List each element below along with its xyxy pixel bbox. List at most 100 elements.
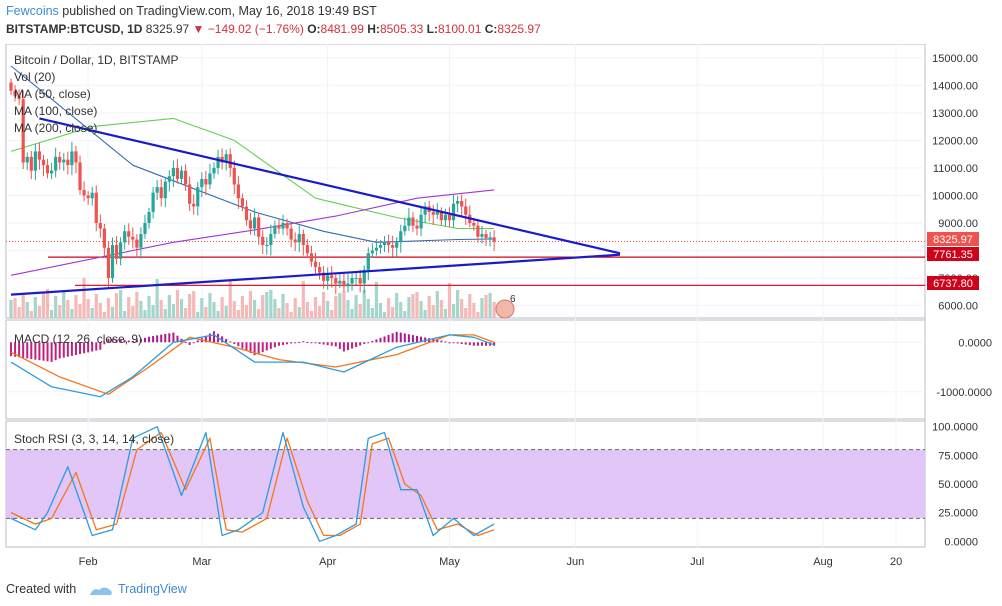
candle[interactable]: [13, 90, 17, 97]
candle[interactable]: [330, 275, 334, 279]
time-tick-label[interactable]: 20: [890, 556, 902, 568]
candle[interactable]: [216, 156, 220, 168]
macd-pane[interactable]: [10, 331, 496, 398]
candle[interactable]: [204, 178, 208, 185]
time-tick-label[interactable]: Apr: [319, 556, 336, 568]
time-tick-label[interactable]: Feb: [79, 556, 98, 568]
candle[interactable]: [74, 151, 78, 163]
candle[interactable]: [293, 239, 297, 243]
ma50-line[interactable]: [10, 65, 495, 243]
candle[interactable]: [78, 162, 82, 190]
candle[interactable]: [326, 275, 330, 281]
trendline-upper[interactable]: [39, 117, 621, 255]
candle[interactable]: [281, 222, 285, 229]
flag-icon[interactable]: [495, 299, 515, 319]
candle[interactable]: [399, 231, 403, 243]
candle[interactable]: [248, 220, 253, 229]
candle[interactable]: [342, 280, 346, 287]
candle[interactable]: [62, 159, 66, 163]
candle[interactable]: [447, 214, 452, 221]
time-tick-label[interactable]: May: [439, 556, 460, 568]
candle[interactable]: [297, 234, 301, 243]
candle[interactable]: [419, 214, 423, 229]
candle[interactable]: [362, 269, 366, 284]
candle[interactable]: [127, 231, 131, 237]
candle[interactable]: [155, 187, 159, 193]
candle[interactable]: [208, 173, 212, 185]
candle[interactable]: [98, 222, 102, 229]
candle[interactable]: [443, 214, 448, 221]
candle[interactable]: [232, 167, 236, 185]
author-link[interactable]: Fewcoins: [6, 4, 59, 18]
trendline-lower[interactable]: [10, 253, 621, 296]
time-tick-label[interactable]: Jun: [566, 556, 584, 568]
candle[interactable]: [29, 156, 33, 171]
candle[interactable]: [257, 217, 261, 237]
candle[interactable]: [106, 247, 111, 279]
stoch-pane[interactable]: [6, 426, 925, 542]
candle[interactable]: [17, 96, 21, 100]
time-tick-label[interactable]: Jul: [690, 556, 704, 568]
candle[interactable]: [358, 278, 362, 284]
candle[interactable]: [273, 225, 277, 235]
candle[interactable]: [451, 203, 456, 221]
candle[interactable]: [171, 167, 175, 177]
candle[interactable]: [261, 236, 265, 246]
candle[interactable]: [33, 151, 37, 171]
candle[interactable]: [484, 234, 488, 239]
candle[interactable]: [163, 181, 167, 199]
candle[interactable]: [285, 222, 289, 229]
candle[interactable]: [317, 267, 322, 273]
candle[interactable]: [480, 234, 484, 237]
candle[interactable]: [309, 253, 314, 262]
candle[interactable]: [90, 192, 94, 199]
ma200-line[interactable]: [10, 189, 495, 276]
candle[interactable]: [110, 245, 115, 279]
time-axis[interactable]: Feb Mar Apr May Jun Jul Aug 20: [79, 556, 903, 568]
candle[interactable]: [70, 151, 74, 166]
candle[interactable]: [135, 239, 139, 248]
candle[interactable]: [167, 176, 171, 182]
candle[interactable]: [131, 236, 135, 240]
candle[interactable]: [196, 187, 200, 207]
candle[interactable]: [407, 217, 411, 226]
candle[interactable]: [58, 156, 62, 163]
candle[interactable]: [338, 280, 342, 284]
candle[interactable]: [175, 167, 180, 179]
candle[interactable]: [301, 234, 305, 246]
candle[interactable]: [411, 217, 415, 226]
stoch-k-line[interactable]: [10, 426, 495, 542]
candle[interactable]: [354, 278, 358, 280]
candle[interactable]: [66, 159, 70, 166]
candle[interactable]: [269, 234, 273, 246]
candle[interactable]: [305, 245, 309, 254]
candle[interactable]: [382, 242, 387, 246]
candle[interactable]: [350, 278, 354, 284]
candle[interactable]: [25, 156, 29, 163]
candle[interactable]: [370, 250, 374, 254]
candle[interactable]: [492, 237, 496, 242]
candle[interactable]: [456, 200, 460, 204]
candle[interactable]: [183, 170, 188, 185]
candle[interactable]: [119, 242, 123, 259]
candle[interactable]: [476, 225, 480, 237]
candle[interactable]: [21, 99, 25, 163]
candle[interactable]: [289, 228, 293, 240]
candle[interactable]: [431, 211, 435, 215]
candle[interactable]: [415, 225, 419, 229]
candle[interactable]: [322, 272, 326, 281]
candle[interactable]: [143, 222, 147, 235]
candle[interactable]: [82, 189, 86, 196]
candle[interactable]: [346, 283, 350, 287]
candle[interactable]: [403, 225, 407, 232]
candle[interactable]: [236, 184, 240, 199]
candle[interactable]: [395, 242, 399, 248]
candle[interactable]: [9, 82, 13, 91]
candle[interactable]: [391, 245, 395, 248]
candle[interactable]: [220, 156, 224, 163]
candle[interactable]: [228, 154, 232, 168]
candle[interactable]: [192, 203, 196, 207]
macd-line[interactable]: [10, 334, 495, 398]
candle[interactable]: [374, 247, 378, 251]
candle[interactable]: [464, 206, 468, 215]
